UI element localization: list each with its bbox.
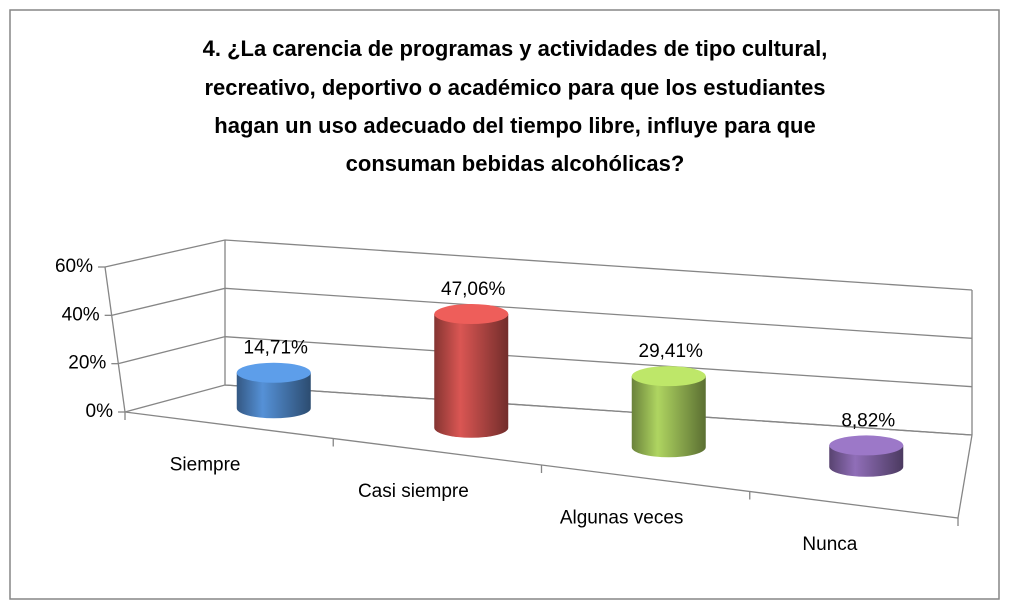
grid-line xyxy=(111,287,973,339)
chart-border xyxy=(9,9,1000,600)
x-tick-label: Casi siempre xyxy=(358,481,469,502)
data-label: 47,06% xyxy=(441,279,506,300)
y-tick-label: 60% xyxy=(55,256,93,277)
x-tick-label: Algunas veces xyxy=(560,507,684,528)
y-tick-label: 40% xyxy=(62,304,100,325)
cylinder-body xyxy=(434,314,509,438)
wall-edge xyxy=(104,240,973,519)
x-tick-label: Nunca xyxy=(802,534,857,555)
y-tick-label: 20% xyxy=(68,353,106,374)
grid-line xyxy=(104,239,973,291)
x-tick-label: Siempre xyxy=(170,454,241,475)
chart-title: 4. ¿La carencia de programas y actividad… xyxy=(203,36,828,61)
cylinder-body xyxy=(631,376,706,458)
chart-title: recreativo, deportivo o académico para q… xyxy=(204,75,825,100)
grid-line xyxy=(124,384,973,436)
data-label: 29,41% xyxy=(639,341,704,362)
grid-line xyxy=(118,336,973,388)
y-tick-label: 0% xyxy=(86,401,114,422)
chart-title: consuman bebidas alcohólicas? xyxy=(346,151,685,176)
cylinder-top xyxy=(434,304,509,325)
chart-title: hagan un uso adecuado del tiempo libre, … xyxy=(214,113,815,138)
cylinder-top xyxy=(631,366,706,387)
cylinder-top xyxy=(236,362,311,383)
data-label: 14,71% xyxy=(244,338,309,359)
cylinder-body xyxy=(236,372,311,419)
data-label: 8,82% xyxy=(841,410,895,431)
cylinder-top xyxy=(829,435,904,456)
